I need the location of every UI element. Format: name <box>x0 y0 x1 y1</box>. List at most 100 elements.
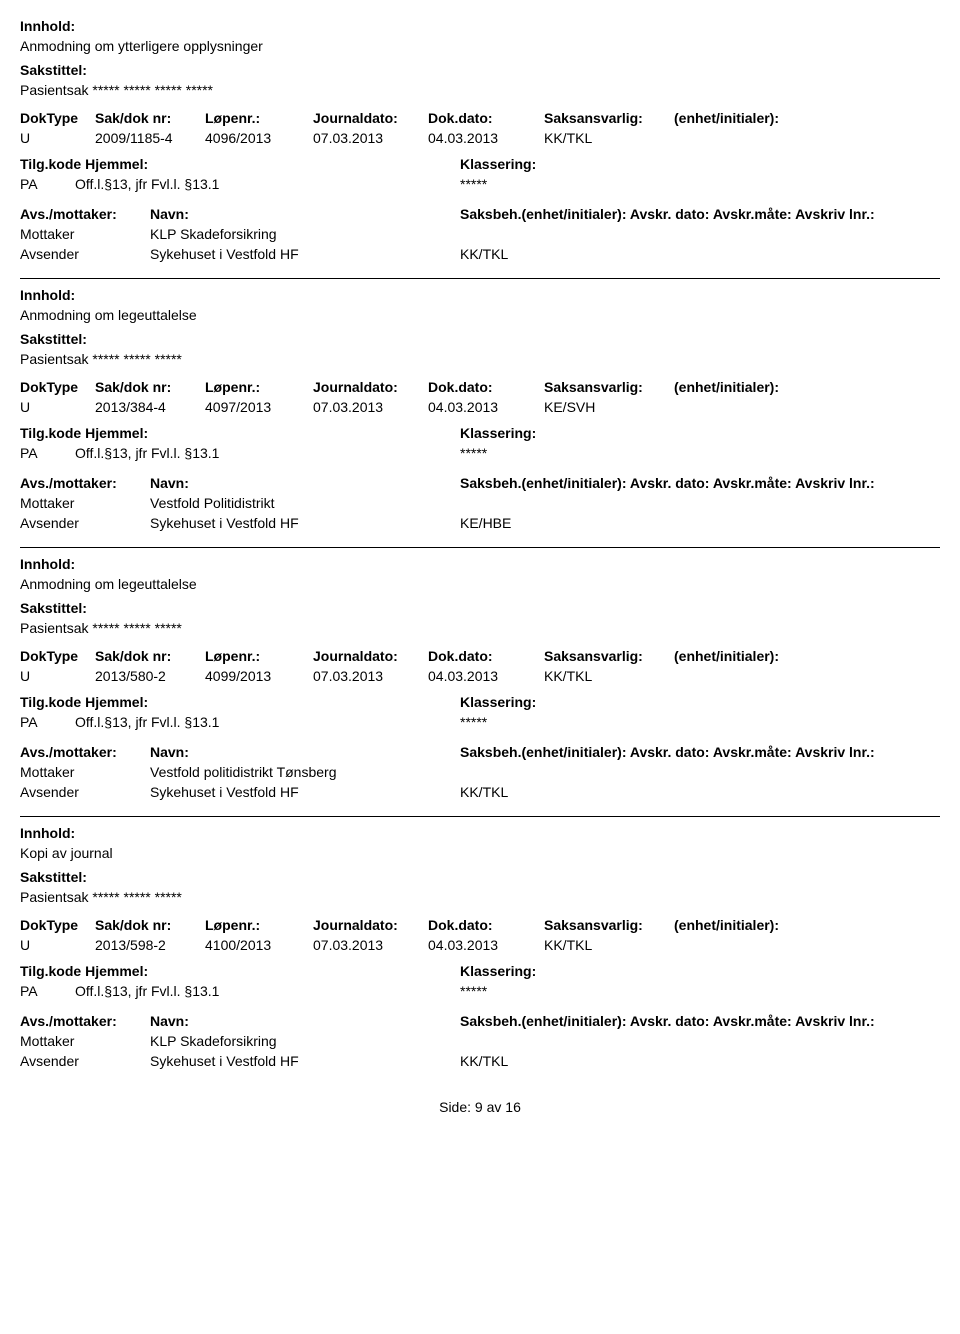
tilgkode-hjemmel-header: Tilg.kode Hjemmel: <box>20 425 460 441</box>
party-saksbeh <box>460 764 940 780</box>
sakstittel-value: Pasientsak ***** ***** ***** <box>20 889 940 905</box>
dokdato-header: Dok.dato: <box>428 917 544 933</box>
tilgkode-hjemmel-header: Tilg.kode Hjemmel: <box>20 963 460 979</box>
journaldato-value: 07.03.2013 <box>313 130 428 146</box>
sakstittel-label: Sakstittel: <box>20 600 940 616</box>
meta-value-row: U2013/598-24100/201307.03.201304.03.2013… <box>20 937 940 953</box>
klassering-value: ***** <box>460 983 940 999</box>
innhold-label: Innhold: <box>20 825 940 841</box>
tilgkode-label: Tilg.kode <box>20 963 81 979</box>
innhold-value: Kopi av journal <box>20 845 940 861</box>
sakdoknr-header: Sak/dok nr: <box>95 379 205 395</box>
party-saksbeh: KE/HBE <box>460 515 940 531</box>
saksansvarlig-value: KE/SVH <box>544 399 674 415</box>
party-role: Avsender <box>20 784 150 800</box>
tilgkode-label: Tilg.kode <box>20 425 81 441</box>
enhet-value <box>674 399 834 415</box>
entry-separator <box>20 547 940 548</box>
enhet-header: (enhet/initialer): <box>674 379 834 395</box>
lopenr-header: Løpenr.: <box>205 110 313 126</box>
doktype-header: DokType <box>20 110 95 126</box>
saksbeh-header: Saksbeh.(enhet/initialer): Avskr. dato: … <box>460 475 940 491</box>
saksansvarlig-value: KK/TKL <box>544 937 674 953</box>
tilgkode-value: PA <box>20 714 75 730</box>
hjemmel-klassering-row: Tilg.kode Hjemmel: PAOff.l.§13, jfr Fvl.l… <box>20 425 940 461</box>
doktype-header: DokType <box>20 379 95 395</box>
avsmottaker-header-row: Avs./mottaker:Navn:Saksbeh.(enhet/initia… <box>20 206 940 222</box>
journal-entry: Innhold:Anmodning om legeuttalelseSaksti… <box>20 287 940 531</box>
sakdoknr-header: Sak/dok nr: <box>95 110 205 126</box>
avsmottaker-header-row: Avs./mottaker:Navn:Saksbeh.(enhet/initia… <box>20 1013 940 1029</box>
party-role: Mottaker <box>20 495 150 511</box>
journal-entry: Innhold: Anmodning om ytterligere opplysn… <box>20 18 940 262</box>
dokdato-value: 04.03.2013 <box>428 130 544 146</box>
hjemmel-value: Off.l.§13, jfr Fvl.l. §13.1 <box>75 176 460 192</box>
tilgkode-label: Tilg.kode <box>20 694 81 710</box>
avsmottaker-header-row: Avs./mottaker:Navn:Saksbeh.(enhet/initia… <box>20 744 940 760</box>
avsmottaker-label: Avs./mottaker: <box>20 744 150 760</box>
navn-label: Navn: <box>150 1013 460 1029</box>
sakdoknr-value: 2013/598-2 <box>95 937 205 953</box>
sakdoknr-value: 2013/384-4 <box>95 399 205 415</box>
enhet-value <box>674 130 834 146</box>
navn-label: Navn: <box>150 475 460 491</box>
page-footer: Side: 9 av 16 <box>20 1099 940 1115</box>
party-role: Mottaker <box>20 764 150 780</box>
navn-label: Navn: <box>150 206 460 222</box>
meta-header-row: DokTypeSak/dok nr:Løpenr.:Journaldato:Do… <box>20 917 940 933</box>
hjemmel-label: Hjemmel: <box>85 963 148 979</box>
journaldato-value: 07.03.2013 <box>313 668 428 684</box>
meta-value-row: U2009/1185-44096/201307.03.201304.03.201… <box>20 130 940 146</box>
saksbeh-header: Saksbeh.(enhet/initialer): Avskr. dato: … <box>460 744 940 760</box>
journaldato-value: 07.03.2013 <box>313 937 428 953</box>
klassering-label: Klassering: <box>460 694 940 710</box>
doktype-value: U <box>20 668 95 684</box>
hjemmel-klassering-row: Tilg.kode Hjemmel: PAOff.l.§13, jfr Fvl.l… <box>20 156 940 192</box>
party-role: Mottaker <box>20 226 150 242</box>
tilgkode-hjemmel-header: Tilg.kode Hjemmel: <box>20 156 460 172</box>
klassering-label: Klassering: <box>460 963 940 979</box>
meta-header-row: DokTypeSak/dok nr:Løpenr.:Journaldato:Do… <box>20 648 940 664</box>
enhet-value <box>674 668 834 684</box>
party-navn: Sykehuset i Vestfold HF <box>150 515 460 531</box>
party-saksbeh <box>460 495 940 511</box>
saksansvarlig-header: Saksansvarlig: <box>544 379 674 395</box>
av-label: av <box>487 1099 502 1115</box>
avsmottaker-label: Avs./mottaker: <box>20 1013 150 1029</box>
saksbeh-header: Saksbeh.(enhet/initialer): Avskr. dato: … <box>460 206 940 222</box>
lopenr-value: 4099/2013 <box>205 668 313 684</box>
meta-header-row: DokTypeSak/dok nr:Løpenr.:Journaldato:Do… <box>20 379 940 395</box>
journaldato-header: Journaldato: <box>313 648 428 664</box>
entry-separator <box>20 278 940 279</box>
sakdoknr-value: 2009/1185-4 <box>95 130 205 146</box>
party-row: MottakerVestfold Politidistrikt <box>20 495 940 511</box>
party-row: MottakerKLP Skadeforsikring <box>20 1033 940 1049</box>
party-row: MottakerVestfold politidistrikt Tønsberg <box>20 764 940 780</box>
hjemmel-value: Off.l.§13, jfr Fvl.l. §13.1 <box>75 445 460 461</box>
innhold-label: Innhold: <box>20 556 940 572</box>
tilgkode-value: PA <box>20 983 75 999</box>
party-navn: Sykehuset i Vestfold HF <box>150 784 460 800</box>
entry-separator <box>20 816 940 817</box>
avsmottaker-label: Avs./mottaker: <box>20 475 150 491</box>
tilgkode-value: PA <box>20 445 75 461</box>
sakstittel-value: Pasientsak ***** ***** ***** <box>20 351 940 367</box>
hjemmel-label: Hjemmel: <box>85 694 148 710</box>
klassering-value: ***** <box>460 714 940 730</box>
tilgkode-hjemmel-header: Tilg.kode Hjemmel: <box>20 694 460 710</box>
dokdato-header: Dok.dato: <box>428 110 544 126</box>
party-navn: Sykehuset i Vestfold HF <box>150 1053 460 1069</box>
sakstittel-label: Sakstittel: <box>20 869 940 885</box>
doktype-value: U <box>20 130 95 146</box>
dokdato-value: 04.03.2013 <box>428 668 544 684</box>
innhold-label: Innhold: <box>20 18 940 34</box>
party-saksbeh <box>460 226 940 242</box>
innhold-label: Innhold: <box>20 287 940 303</box>
party-row: AvsenderSykehuset i Vestfold HFKK/TKL <box>20 784 940 800</box>
innhold-value: Anmodning om ytterligere opplysninger <box>20 38 940 54</box>
page-total: 16 <box>505 1099 521 1115</box>
enhet-header: (enhet/initialer): <box>674 648 834 664</box>
klassering-value: ***** <box>460 176 940 192</box>
tilgkode-value: PA <box>20 176 75 192</box>
sakdoknr-header: Sak/dok nr: <box>95 917 205 933</box>
